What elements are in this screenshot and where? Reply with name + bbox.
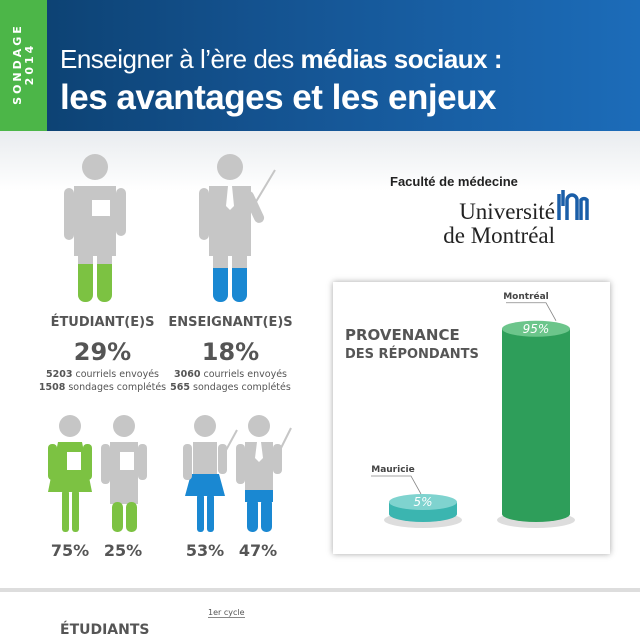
udem-logo-icon: [557, 190, 589, 220]
subtitle: les avantages et les enjeux: [60, 78, 496, 117]
emails-text: courriels envoyés: [72, 369, 159, 380]
students-percent: 29%: [73, 338, 132, 366]
origin-chart: PROVENANCE DES RÉPONDANTS 5% Mauricie 95% Mo…: [333, 282, 610, 554]
teachers-percent: 18%: [201, 338, 260, 366]
gender-teachers-icon: [183, 415, 292, 532]
title-light: Enseigner à l’ère des: [60, 44, 301, 74]
header-banner: [0, 0, 640, 131]
student-figure-icon: [64, 154, 126, 302]
bar-top: [502, 320, 570, 337]
chart-svg: 5% Mauricie 95% Montréal: [371, 291, 575, 528]
title-bold: médias sociaux :: [300, 44, 503, 74]
students-female-percent: 75%: [50, 541, 90, 560]
emails-text: courriels envoyés: [200, 369, 287, 380]
chart-title: PROVENANCE DES RÉPONDANTS: [345, 326, 479, 364]
bar-montréal: [502, 328, 570, 514]
category-label: Montréal: [503, 291, 549, 302]
leader-line: [506, 302, 557, 321]
title: Enseigner à l’ère des médias sociaux :: [60, 44, 503, 75]
teachers-male-percent: 47%: [238, 541, 278, 560]
university-line2: de Montréal: [443, 223, 555, 248]
bar-bottom: [389, 506, 457, 522]
faculty-name: Faculté de médecine: [390, 174, 518, 189]
students-stats: 5203 courriels envoyés 1508 sondages com…: [35, 368, 170, 394]
bar-top: [389, 494, 457, 510]
university-line1: Université: [459, 199, 555, 224]
surveys-text: sondages complétés: [65, 382, 167, 393]
bar-bottom: [502, 506, 570, 522]
leader-line: [371, 475, 422, 495]
survey-tag: SONDAGE 2014: [0, 0, 47, 131]
teachers-label: ENSEIGNANT(E)S: [168, 315, 293, 330]
value-label: 95%: [523, 322, 550, 336]
teachers-stats: 3060 courriels envoyés 565 sondages comp…: [163, 368, 298, 394]
university-name: Université de Montréal: [435, 200, 555, 248]
students-male-percent: 25%: [103, 541, 143, 560]
students-section-title: ÉTUDIANTS: [60, 622, 150, 638]
teachers-emails-count: 3060: [174, 369, 201, 380]
chart-title-line2: DES RÉPONDANTS: [345, 347, 479, 362]
category-label: Mauricie: [371, 465, 414, 475]
tag-line2: 2014: [23, 42, 36, 86]
chart-title-line1: PROVENANCE: [345, 326, 460, 344]
cycle-label: 1er cycle: [208, 608, 245, 618]
value-label: 5%: [413, 495, 432, 509]
teachers-surveys-count: 565: [170, 382, 190, 393]
surveys-text: sondages complétés: [190, 382, 291, 393]
students-label: ÉTUDIANT(E)S: [50, 315, 155, 330]
gender-students-icon: [48, 415, 147, 532]
footer-section: [0, 588, 640, 640]
students-surveys-count: 1508: [38, 382, 66, 393]
teachers-female-percent: 53%: [185, 541, 225, 560]
teacher-figure-icon: [199, 154, 276, 302]
students-emails-count: 5203: [46, 369, 73, 380]
